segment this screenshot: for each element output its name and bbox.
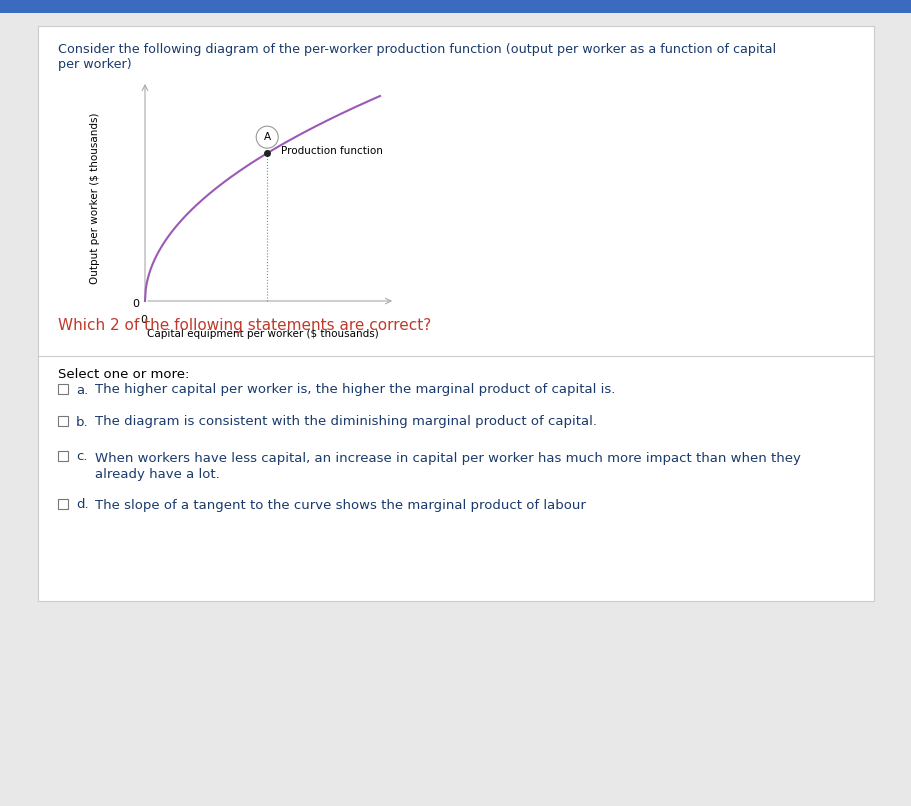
- Text: A: A: [263, 132, 271, 142]
- Text: Output per worker ($ thousands): Output per worker ($ thousands): [90, 113, 100, 285]
- Text: per worker): per worker): [58, 58, 131, 71]
- Text: Capital equipment per worker ($ thousands): Capital equipment per worker ($ thousand…: [147, 329, 378, 339]
- Text: The higher capital per worker is, the higher the marginal product of capital is.: The higher capital per worker is, the hi…: [95, 384, 615, 397]
- Text: The diagram is consistent with the diminishing marginal product of capital.: The diagram is consistent with the dimin…: [95, 416, 597, 429]
- Text: c.: c.: [76, 451, 87, 463]
- Text: 0: 0: [132, 299, 138, 309]
- Bar: [58, 384, 68, 394]
- Text: Which 2 of the following statements are correct?: Which 2 of the following statements are …: [58, 318, 431, 333]
- Text: Select one or more:: Select one or more:: [58, 368, 189, 381]
- Bar: [58, 499, 68, 509]
- Text: b.: b.: [76, 416, 88, 429]
- Bar: [58, 451, 68, 461]
- Text: Production function: Production function: [281, 146, 383, 156]
- Text: When workers have less capital, an increase in capital per worker has much more : When workers have less capital, an incre…: [95, 452, 800, 465]
- Bar: [58, 416, 68, 426]
- Text: Consider the following diagram of the per-worker production function (output per: Consider the following diagram of the pe…: [58, 43, 775, 56]
- Text: 0: 0: [140, 315, 148, 325]
- Bar: [38, 26, 873, 601]
- Text: d.: d.: [76, 498, 88, 512]
- Text: a.: a.: [76, 384, 88, 397]
- Bar: [0, 0, 911, 13]
- Text: The slope of a tangent to the curve shows the marginal product of labour: The slope of a tangent to the curve show…: [95, 498, 585, 512]
- Text: already have a lot.: already have a lot.: [95, 468, 220, 481]
